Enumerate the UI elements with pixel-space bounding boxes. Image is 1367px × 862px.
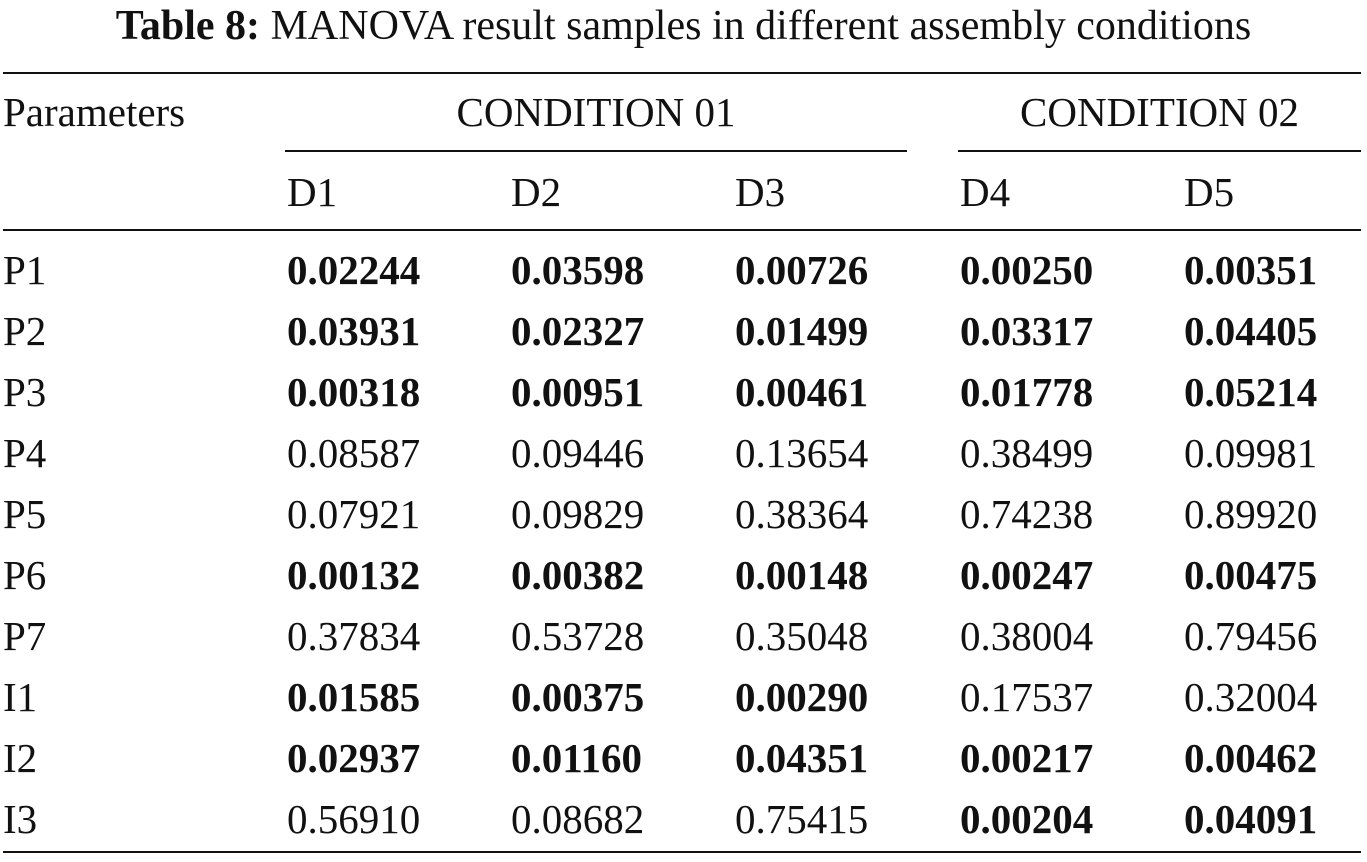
table-cell: 0.00250 [960,247,1094,293]
bottom-rule [3,851,1361,853]
row-label: I3 [3,796,38,842]
table-cell: 0.02937 [287,735,421,781]
table-cell: 0.00290 [735,674,869,720]
table-cell: 0.00351 [1184,247,1318,293]
column-header-d5: D5 [1184,169,1235,215]
table-cell: 0.04351 [735,735,869,781]
table-cell: 0.32004 [1184,674,1318,720]
condition-02-underline [958,150,1361,152]
table-cell: 0.01585 [287,674,421,720]
table-cell: 0.03598 [511,247,645,293]
row-label: I2 [3,735,38,781]
table-cell: 0.05214 [1184,369,1318,415]
caption-label: Table 8: [115,3,261,49]
row-label: P5 [3,491,47,537]
table-cell: 0.00475 [1184,552,1318,598]
table-cell: 0.09829 [511,491,645,537]
table-cell: 0.02244 [287,247,421,293]
table-cell: 0.37834 [287,613,421,659]
row-label: P7 [3,613,47,659]
table-cell: 0.09446 [511,430,645,476]
column-header-d2: D2 [511,169,562,215]
row-label: P2 [3,308,47,354]
table-cell: 0.13654 [735,430,869,476]
table-cell: 0.17537 [960,674,1094,720]
column-header-d1: D1 [287,169,338,215]
table-cell: 0.04091 [1184,796,1318,842]
column-header-d3: D3 [735,169,786,215]
row-label: P6 [3,552,47,598]
table-cell: 0.38004 [960,613,1094,659]
table-cell: 0.00462 [1184,735,1318,781]
header-rule [3,229,1361,231]
table-cell: 0.00375 [511,674,645,720]
top-rule [3,72,1361,74]
table-cell: 0.00951 [511,369,645,415]
parameters-header: Parameters [3,89,186,135]
table-cell: 0.00217 [960,735,1094,781]
table-cell: 0.07921 [287,491,421,537]
table-cell: 0.00726 [735,247,869,293]
table-caption: Table 8: MANOVA result samples in differ… [0,0,1367,56]
table-cell: 0.89920 [1184,491,1318,537]
condition-01-underline [285,150,907,152]
row-label: P3 [3,369,47,415]
table-cell: 0.56910 [287,796,421,842]
table-cell: 0.08682 [511,796,645,842]
table-cell: 0.00247 [960,552,1094,598]
table-cell: 0.08587 [287,430,421,476]
table-cell: 0.74238 [960,491,1094,537]
table-cell: 0.04405 [1184,308,1318,354]
table-cell: 0.09981 [1184,430,1318,476]
table-cell: 0.79456 [1184,613,1318,659]
table-cell: 0.00148 [735,552,869,598]
table-cell: 0.35048 [735,613,869,659]
table-cell: 0.03931 [287,308,421,354]
table-cell: 0.00204 [960,796,1094,842]
table-cell: 0.01499 [735,308,869,354]
column-header-d4: D4 [960,169,1011,215]
table-cell: 0.75415 [735,796,869,842]
table-cell: 0.38499 [960,430,1094,476]
row-label: P1 [3,247,47,293]
condition-02-header: CONDITION 02 [1020,89,1299,135]
table-cell: 0.53728 [511,613,645,659]
caption-text: MANOVA result samples in different assem… [270,3,1252,49]
table-cell: 0.01160 [511,735,642,781]
table-cell: 0.02327 [511,308,645,354]
table-cell: 0.38364 [735,491,869,537]
table-cell: 0.03317 [960,308,1094,354]
row-label: P4 [3,430,47,476]
table-cell: 0.00318 [287,369,421,415]
table-cell: 0.00382 [511,552,645,598]
row-label: I1 [3,674,38,720]
table-cell: 0.00132 [287,552,421,598]
condition-01-header: CONDITION 01 [456,89,736,135]
table-cell: 0.01778 [960,369,1094,415]
table-cell: 0.00461 [735,369,869,415]
